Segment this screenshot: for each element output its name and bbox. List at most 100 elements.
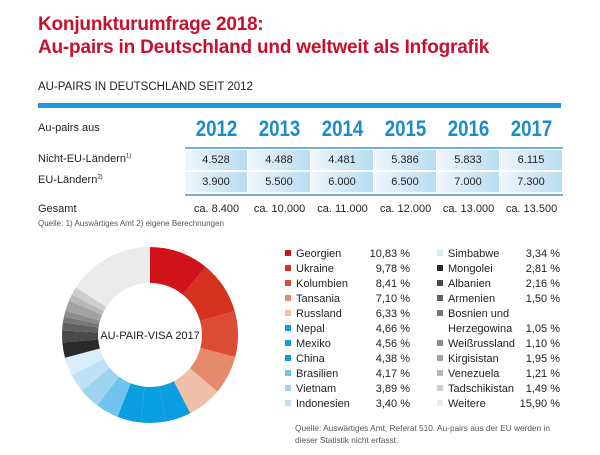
- donut-slice: [140, 386, 166, 423]
- legend-value: 8,41 %: [375, 278, 410, 290]
- legend-item: Weitere: [437, 397, 486, 412]
- table-cell: 7.300: [500, 172, 562, 192]
- year-header: 2017: [510, 116, 553, 141]
- legend-label: Weitere: [448, 398, 486, 410]
- donut-slice: [159, 381, 191, 422]
- table-source: Quelle: 1) Auswärtiges Amt 2) eigene Ber…: [38, 219, 224, 228]
- row-label-text: Nicht-EU-Ländern: [38, 153, 127, 165]
- legend-label: Nepal: [296, 323, 325, 335]
- donut-slice: [76, 247, 150, 307]
- table-cell: 4.488: [248, 150, 310, 170]
- table-subtitle: AU-PAIRS IN DEUTSCHLAND SEIT 2012: [38, 81, 253, 93]
- table-cell: 3.900: [185, 172, 247, 192]
- legend-item: Mexiko: [285, 337, 331, 352]
- legend-label: Tadschikistan: [448, 383, 515, 395]
- donut-slice: [150, 247, 206, 295]
- legend-item: Bosnien und: [437, 307, 509, 322]
- table-cell: 6.500: [374, 172, 436, 192]
- legend-item: Georgien: [285, 247, 341, 262]
- legend-label: Kolumbien: [296, 278, 348, 290]
- year-header: 2013: [258, 116, 301, 141]
- donut-title: AU-PAIR-VISA 2017: [100, 330, 199, 342]
- legend-value: 1,50 %: [525, 293, 560, 305]
- legend-value: 7,10 %: [375, 293, 410, 305]
- legend-value: 3,34 %: [525, 248, 560, 260]
- legend-item: Armenien: [437, 292, 495, 307]
- total-value: ca. 13.500: [505, 203, 558, 215]
- legend-swatch: [285, 280, 291, 286]
- legend-label: Mongolei: [448, 263, 493, 275]
- legend-value: 4,66 %: [375, 323, 410, 335]
- table-cell: 5.500: [248, 172, 310, 192]
- donut-slice: [71, 358, 110, 391]
- legend-label: Brasilien: [296, 368, 339, 380]
- legend-swatch: [437, 250, 443, 256]
- legend-label: Russland: [296, 308, 342, 320]
- legend-item: Ukraine: [285, 262, 334, 277]
- donut-slice: [173, 368, 218, 414]
- legend-label: Armenien: [448, 293, 496, 305]
- legend-swatch: [437, 355, 443, 361]
- legend-item: Tansania: [285, 292, 340, 307]
- legend-swatch: [437, 280, 443, 286]
- donut-slice: [117, 383, 145, 423]
- legend-swatch: [285, 250, 291, 256]
- year-header: 2014: [321, 116, 364, 141]
- legend-label: Tansania: [296, 293, 341, 305]
- header-label: Au-pairs aus: [38, 122, 100, 134]
- donut-slice: [62, 330, 99, 343]
- year-header: 2015: [384, 116, 427, 141]
- legend-swatch: [437, 340, 443, 346]
- footnote-mark: 2): [97, 174, 103, 181]
- legend-label: Kirgisistan: [448, 353, 499, 365]
- legend-value: 4,17 %: [375, 368, 410, 380]
- legend-value: 3,40 %: [375, 398, 410, 410]
- table-cell: 5.386: [374, 150, 436, 170]
- legend-swatch: [437, 385, 443, 391]
- legend-label: Bosnien und: [448, 308, 510, 320]
- legend-item: Vietnam: [285, 382, 336, 397]
- donut-slice: [182, 266, 235, 321]
- table-cell: 4.481: [311, 150, 373, 170]
- legend-label: China: [296, 353, 325, 365]
- legend-item: Simbabwe: [437, 247, 499, 262]
- donut-chart: AU-PAIR-VISA 2017: [62, 247, 238, 423]
- legend-item: Tadschikistan: [437, 382, 514, 397]
- page-title-line2: Au-pairs in Deutschland und weltweit als…: [38, 37, 490, 58]
- page-title-line1: Konjunkturumfrage 2018:: [38, 14, 264, 35]
- legend-value: 2,81 %: [525, 263, 560, 275]
- legend-label: Georgien: [296, 248, 342, 260]
- table-cell: 4.528: [185, 150, 247, 170]
- legend-value: 1,95 %: [525, 353, 560, 365]
- donut-slice: [62, 339, 100, 358]
- legend-item: Indonesien: [285, 397, 350, 412]
- legend-swatch: [285, 340, 291, 346]
- legend-swatch: [285, 355, 291, 361]
- total-value: ca. 11.000: [317, 203, 368, 215]
- legend-label: Simbabwe: [448, 248, 500, 260]
- legend-label: Albanien: [448, 278, 491, 290]
- legend-swatch: [437, 310, 443, 316]
- legend-swatch: [285, 265, 291, 271]
- legend-item: Venezuela: [437, 367, 499, 382]
- legend-swatch: [285, 310, 291, 316]
- table-cells: 4.528 4.488 4.481 5.386 5.833 6.115 3.900 5.500…: [185, 147, 563, 196]
- legend-item: Brasilien: [285, 367, 338, 382]
- legend-value: 15,90 %: [519, 398, 560, 410]
- legend-value: 1,21 %: [525, 368, 560, 380]
- total-value: ca. 13.000: [442, 203, 495, 215]
- legend-item: Albanien: [437, 277, 491, 292]
- donut-slice: [200, 311, 238, 357]
- year-header: 2012: [195, 116, 238, 141]
- legend-item: Mongolei: [437, 262, 493, 277]
- legend-label: Venezuela: [448, 368, 500, 380]
- donut-slice: [62, 316, 100, 328]
- donut-slice: [189, 347, 236, 392]
- table-cell: 6.115: [500, 150, 562, 170]
- legend-label: Mexiko: [296, 338, 331, 350]
- year-header: 2016: [447, 116, 490, 141]
- row-label-eu: EU-Ländern2): [38, 174, 103, 186]
- row-label-text: EU-Ländern: [38, 174, 98, 186]
- legend-value: 9,78 %: [375, 263, 410, 275]
- donut-slice: [65, 300, 103, 321]
